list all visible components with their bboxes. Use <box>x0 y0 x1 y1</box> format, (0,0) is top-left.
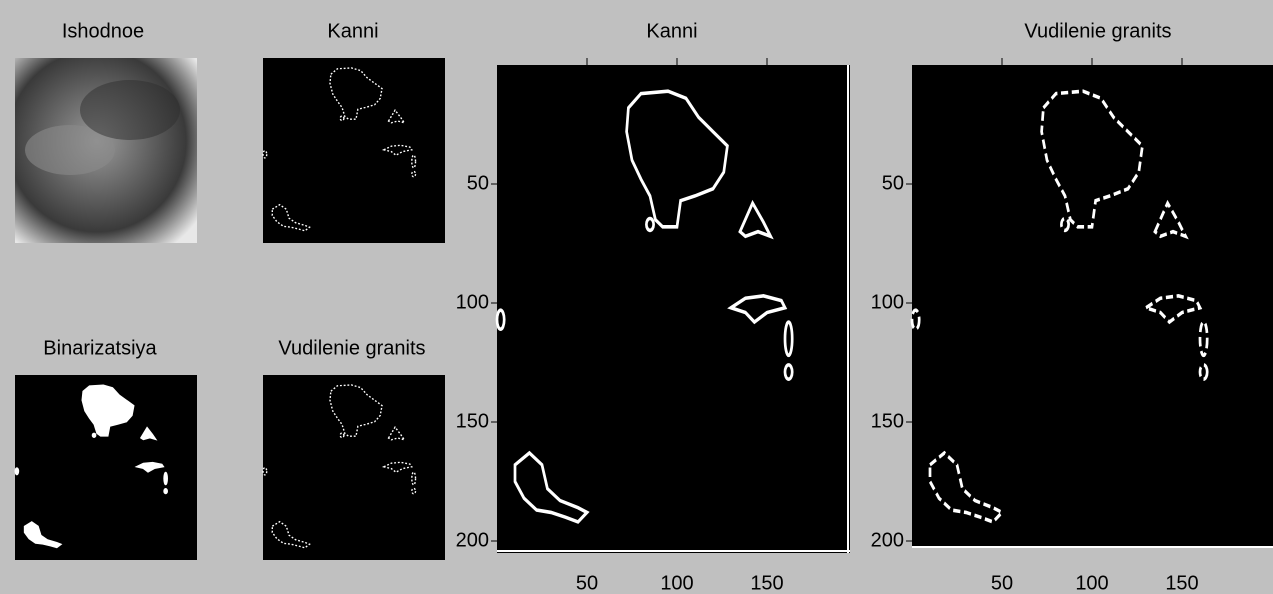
y-tick-label: 150 <box>871 410 904 432</box>
edges-large <box>912 65 1273 548</box>
panel-title: Vudilenie granits <box>1024 20 1171 42</box>
panel-title: Kanni <box>327 20 378 42</box>
panel-title: Binarizatsiya <box>43 337 157 359</box>
panel-title: Kanni <box>646 20 697 42</box>
binary-image <box>15 375 197 560</box>
figure: Ishodnoe Kanni Binarizatsiya Vudilenie g… <box>0 0 1273 594</box>
x-tick-label: 150 <box>750 572 783 594</box>
y-tick-label: 150 <box>456 410 489 432</box>
panel-title: Vudilenie granits <box>278 337 425 359</box>
x-tick-label: 150 <box>1165 572 1198 594</box>
canny-large <box>497 65 850 553</box>
x-tick-label: 100 <box>660 572 693 594</box>
x-tick-label: 50 <box>576 572 598 594</box>
canny-small <box>263 58 445 243</box>
original-image <box>15 58 197 243</box>
y-tick-label: 100 <box>456 291 489 313</box>
x-tick-label: 50 <box>991 572 1013 594</box>
y-tick-label: 50 <box>467 172 489 194</box>
y-tick-label: 100 <box>871 291 904 313</box>
y-tick-label: 200 <box>456 529 489 551</box>
panel-title: Ishodnoe <box>62 20 144 42</box>
x-tick-label: 100 <box>1075 572 1108 594</box>
y-tick-label: 200 <box>871 529 904 551</box>
edges-small <box>263 375 445 560</box>
y-tick-label: 50 <box>882 172 904 194</box>
